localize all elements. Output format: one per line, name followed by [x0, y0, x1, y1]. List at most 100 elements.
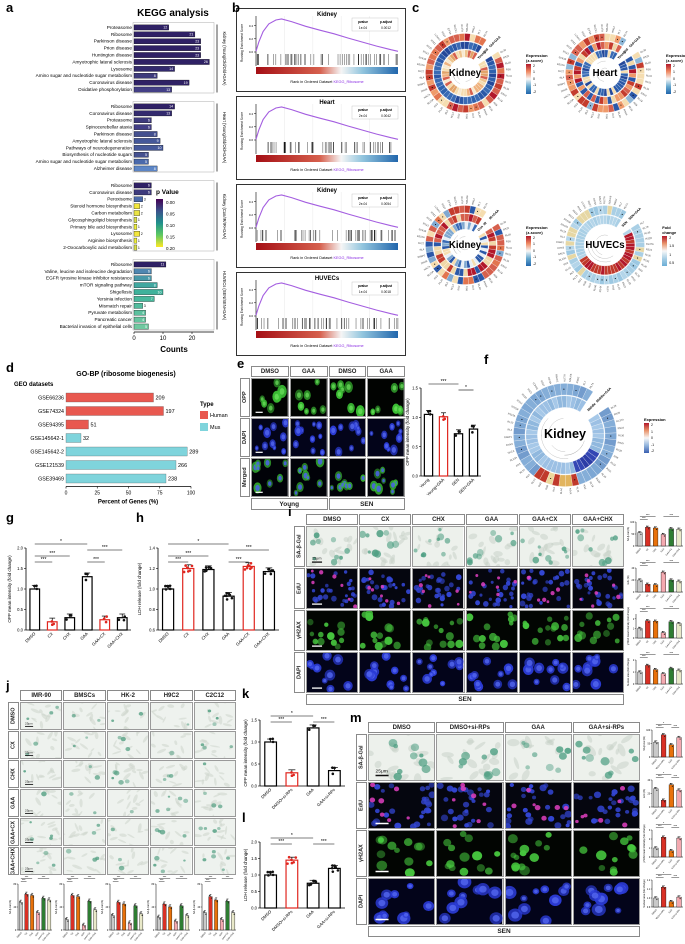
svg-text:Running Enrichment Score: Running Enrichment Score	[240, 24, 244, 62]
gsea-plot-kidney: 0.0 0.2 0.4 Kidney pvalue p.adjust 1e-04 0.0012…	[236, 8, 406, 92]
microscopy-image	[437, 879, 503, 924]
svg-text:***: ***	[642, 516, 646, 520]
svg-text:1.0: 1.0	[647, 897, 651, 900]
svg-text:RL35: RL35	[600, 473, 607, 480]
svg-text:***: ***	[163, 876, 167, 879]
svg-text:50: 50	[648, 743, 651, 746]
svg-text:*: *	[663, 872, 665, 875]
svg-text:RS3: RS3	[516, 462, 522, 468]
svg-text:Parkinson disease: Parkinson disease	[94, 132, 133, 137]
svg-text:23: 23	[195, 53, 199, 57]
bar	[668, 744, 674, 758]
microscopy-image: 25μm	[21, 703, 62, 729]
svg-text:Primary bile acid biosynthesis: Primary bile acid biosynthesis	[70, 224, 132, 229]
svg-text:KEGG analysis: KEGG analysis	[137, 8, 209, 19]
bar	[202, 568, 215, 631]
svg-text:0: 0	[199, 929, 201, 932]
svg-text:RL23A: RL23A	[427, 98, 435, 105]
kegg-bar	[133, 230, 140, 237]
svg-text:EIF3A: EIF3A	[547, 377, 552, 385]
panel-h-ldh-chart: 0.6 0.8 1.0 1.2 1.4 DMSO CX CHX GAA GAA+CX GAA+CHX…	[136, 516, 282, 671]
microscopy-image	[505, 831, 571, 876]
bar	[231, 912, 236, 931]
svg-text:0: 0	[633, 683, 635, 686]
svg-text:DHX9: DHX9	[421, 88, 429, 94]
microscopy-cell	[306, 610, 359, 651]
svg-text:2-Oxocarboxylic acid metabolis: 2-Oxocarboxylic acid metabolism	[63, 245, 132, 250]
column-header: DMSO	[306, 514, 359, 525]
kegg-bar	[133, 31, 196, 38]
microscopy-cell	[518, 568, 571, 609]
svg-text:Bacterial invasion of epitheli: Bacterial invasion of epithelial cells	[60, 324, 133, 329]
group-label: SEN	[306, 694, 624, 705]
svg-text:CX: CX	[117, 932, 121, 936]
kegg-bar	[133, 79, 190, 86]
enrichment-curve	[255, 282, 399, 316]
bar	[222, 595, 235, 631]
bar	[653, 621, 659, 639]
rank-gradient-bar	[256, 331, 398, 338]
svg-text:RACK1: RACK1	[453, 196, 458, 205]
circos-segment	[636, 73, 645, 80]
svg-text:RL6: RL6	[445, 281, 450, 287]
svg-text:DMSO+si-RPs: DMSO+si-RPs	[271, 787, 294, 810]
svg-text:RL7A: RL7A	[623, 203, 629, 210]
svg-text:CHX: CHX	[62, 631, 72, 641]
svg-text:1: 1	[633, 627, 635, 630]
svg-text:RS4X: RS4X	[482, 281, 488, 288]
column-header: DMSO	[328, 366, 367, 377]
svg-text:0: 0	[633, 591, 635, 594]
svg-text:0.9: 0.9	[647, 906, 651, 909]
svg-text:Huntington disease: Huntington disease	[92, 53, 133, 58]
svg-text:20: 20	[189, 336, 196, 342]
kegg-bar	[133, 59, 210, 65]
svg-text:GAA+CHX: GAA+CHX	[672, 547, 681, 557]
bar	[225, 901, 230, 931]
svg-text:SC61B: SC61B	[418, 56, 427, 61]
svg-text:0.2: 0.2	[249, 301, 254, 305]
panel-c-circos-kidney-1: Old+GAA Old Young RL7A RL7 RM12 NDUA6 RL27A RACK…	[406, 14, 548, 132]
svg-text:GSE74324: GSE74324	[38, 409, 64, 415]
svg-text:RS6: RS6	[492, 102, 498, 108]
bar	[18, 902, 23, 931]
svg-text:RL27A: RL27A	[460, 24, 464, 32]
circos-segment	[630, 223, 641, 232]
microscopy-cell	[63, 702, 106, 730]
bar	[64, 617, 76, 631]
svg-text:0: 0	[132, 336, 136, 342]
svg-text:RL18: RL18	[616, 284, 621, 291]
svg-text:RS2: RS2	[597, 113, 601, 119]
svg-text:EdU (%): EdU (%)	[643, 789, 646, 798]
svg-text:RL36: RL36	[500, 220, 507, 226]
svg-text:80: 80	[60, 883, 63, 886]
svg-text:RL10: RL10	[438, 106, 444, 113]
svg-text:RL35: RL35	[503, 86, 510, 91]
svg-text:25: 25	[94, 491, 100, 497]
microscopy-image	[505, 735, 571, 780]
svg-text:RS13: RS13	[422, 222, 429, 228]
svg-text:pvalue: pvalue	[358, 20, 368, 24]
svg-text:GAA: GAA	[660, 685, 666, 691]
microscopy-cell	[368, 878, 436, 925]
svg-text:RS15A: RS15A	[507, 412, 516, 418]
svg-text:1e-04: 1e-04	[359, 26, 367, 30]
svg-text:EIF3A: EIF3A	[446, 28, 451, 36]
panel-label-m: m	[350, 710, 362, 725]
kegg-bar	[133, 268, 152, 275]
microscopy-cell	[106, 702, 150, 730]
microscopy-image: 25μm	[21, 761, 62, 787]
bar	[41, 898, 46, 931]
svg-text:RS27: RS27	[587, 200, 592, 207]
bar	[208, 896, 213, 931]
svg-text:0.2: 0.2	[249, 213, 254, 217]
microscopy-cell	[106, 818, 150, 846]
microscopy-cell	[63, 760, 106, 788]
svg-text:***: ***	[646, 514, 650, 517]
microscopy-image	[64, 703, 105, 729]
svg-text:***: ***	[673, 824, 677, 828]
microscopy-cell	[289, 458, 328, 497]
gobp-bar	[65, 433, 82, 443]
svg-text:0.0: 0.0	[249, 50, 254, 54]
svg-text:0.5: 0.5	[412, 444, 418, 449]
microscopy-image	[369, 783, 435, 828]
